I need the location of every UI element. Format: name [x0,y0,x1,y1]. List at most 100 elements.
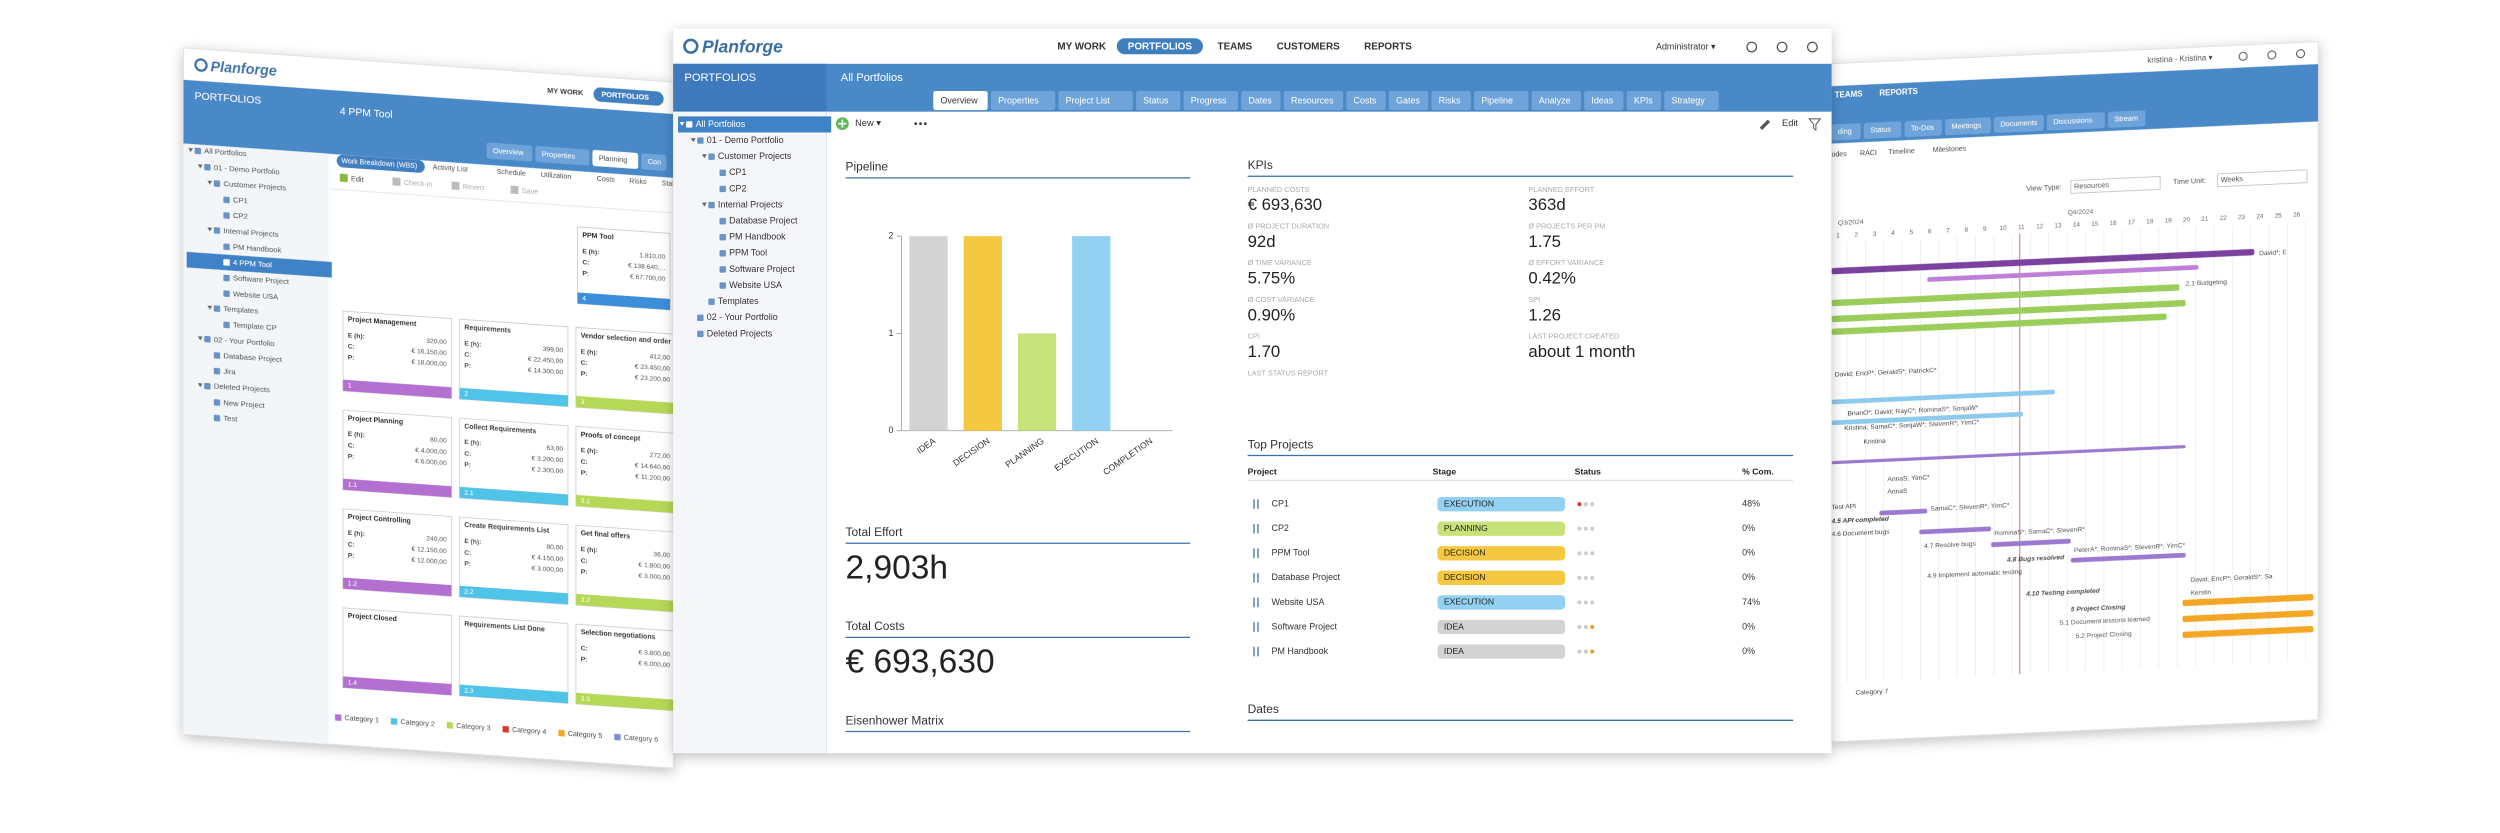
tab[interactable] [1136,90,1181,111]
tree-item[interactable]: Test [223,414,238,424]
tab[interactable] [1626,90,1662,111]
tree-item[interactable]: CP2 [233,211,248,221]
new-button[interactable]: New ▾ [855,118,881,128]
nav-item[interactable]: CUSTOMERS [1277,42,1340,53]
subtab[interactable]: Utilization [541,172,571,181]
tab-label[interactable]: Meetings [1952,121,1982,131]
tab-label[interactable]: Risks [1439,96,1461,106]
tree-item[interactable]: PM Handbook [729,232,786,242]
tab-label[interactable]: Dates [1248,96,1272,106]
tree-item[interactable]: CP1 [729,167,746,177]
subtab[interactable]: Schedule [497,169,526,178]
tree-item[interactable]: Website USA [233,289,279,301]
wbs-card[interactable]: Proofs of concept E (h): 272,00 C: € 14.640,… [575,425,676,514]
tree-item[interactable]: 4 PPM Tool [233,258,272,270]
toolbar-button[interactable]: Save [522,186,539,196]
tree-item[interactable]: Deleted Projects [707,328,773,338]
wbs-card[interactable]: Project Controlling E (h): 240,00 C: € 12.15… [342,508,452,597]
subtab[interactable]: Activity List [433,164,468,173]
nav-item[interactable]: TEAMS [1218,42,1253,53]
tab-label[interactable]: Status [1870,125,1891,135]
nav-item[interactable]: MY WORK [1057,42,1107,53]
tab-label[interactable]: Planning [599,153,627,164]
header-icon[interactable] [1746,41,1758,53]
tab[interactable] [1431,90,1471,111]
tree-item[interactable]: Software Project [233,274,290,287]
project-name[interactable]: CP1 [1272,499,1289,509]
tree-item[interactable]: Templates [223,304,258,315]
select-value[interactable]: Weeks [2221,174,2244,184]
tree-item[interactable]: Customer Projects [223,179,286,192]
tree-item[interactable]: 01 - Demo Portfolio [707,135,784,145]
wbs-card[interactable]: Get final offers E (h): 36,00 C: € 1.800,00 P… [575,524,676,613]
tab-label[interactable]: To-Dos [1911,123,1935,133]
header-icon[interactable] [1776,41,1788,53]
tab[interactable] [1388,90,1429,111]
project-name[interactable]: CP2 [1272,523,1289,533]
tree-item[interactable]: Website USA [729,280,782,290]
tree-item[interactable]: 02 - Your Portfolio [707,312,778,322]
header-icon[interactable] [1806,41,1818,53]
tab[interactable] [1346,90,1386,111]
edit-button[interactable]: Edit [1782,118,1798,128]
tab-label[interactable]: Strategy [1671,96,1705,106]
tab[interactable] [1058,90,1133,111]
project-name[interactable]: Website USA [1272,597,1325,607]
tree-item[interactable]: Database Project [729,215,798,225]
toolbar-button[interactable]: Edit [351,174,364,184]
nav-item[interactable]: TEAMS [1835,89,1863,99]
subtab[interactable]: Costs [597,176,615,184]
tab-label[interactable]: Properties [542,149,576,160]
tab[interactable] [1584,90,1624,111]
tree-item[interactable]: Software Project [729,264,795,274]
wbs-card[interactable]: Project Management E (h): 320,00 C: € 16.150… [342,310,452,399]
tab[interactable] [1664,90,1719,111]
tab-label[interactable]: Stream [2114,113,2138,123]
tree-item[interactable]: Jira [223,367,236,377]
subtab[interactable]: RACI [1860,150,1877,158]
wbs-card[interactable]: PPM Tool E (h): 1.810,00 C: € 138.640,... P: €… [577,226,671,311]
tab-label[interactable]: Gates [1396,96,1420,106]
tree-item[interactable]: 01 - Demo Portfolio [214,163,280,177]
tree-item[interactable]: Templates [718,296,759,306]
user-menu[interactable]: kristina - Kristina ▾ [2147,53,2212,65]
project-name[interactable]: PPM Tool [1272,548,1310,558]
tab[interactable] [1531,90,1581,111]
user-menu[interactable]: Administrator ▾ [1656,41,1716,51]
project-name[interactable]: Software Project [1272,621,1338,631]
nav-item[interactable]: MY WORK [547,86,584,98]
tree-item[interactable]: 02 - Your Portfolio [214,335,275,348]
tab[interactable] [1241,90,1281,111]
nav-item[interactable]: PORTFOLIOS [601,90,649,102]
subtab[interactable]: Risks [629,178,647,186]
tree-item[interactable]: Internal Projects [718,199,783,209]
tree-item[interactable]: New Project [223,398,265,410]
subtab[interactable]: odes [1832,151,1848,159]
tab-label[interactable]: Properties [998,96,1039,106]
nav-item[interactable]: PORTFOLIOS [1128,42,1193,53]
tab-label[interactable]: Resources [1291,96,1334,106]
tab-label[interactable]: Ideas [1591,96,1613,106]
tree-item[interactable]: Database Project [223,351,283,364]
tree-item[interactable]: All Portfolios [204,146,247,158]
tab-label[interactable]: Overview [493,146,524,157]
tab[interactable] [933,90,988,111]
tree-item[interactable]: Template CP [233,320,277,332]
project-name[interactable]: Database Project [1272,572,1341,582]
tab-label[interactable]: Costs [1354,96,1377,106]
tab-label[interactable]: Con [648,157,661,167]
wbs-card[interactable]: Project Planning E (h): 80,00 C: € 4.000,00 P… [342,409,452,498]
tab-label[interactable]: Documents [2000,118,2037,129]
nav-item[interactable]: REPORTS [1879,87,1918,98]
tree-item[interactable]: All Portfolios [696,119,746,129]
tab-label[interactable]: KPIs [1634,96,1653,106]
tree-item[interactable]: Customer Projects [718,151,792,161]
tree-item[interactable]: PPM Tool [729,248,767,258]
tree-item[interactable]: CP1 [233,195,248,205]
tree-item[interactable]: CP2 [729,183,746,193]
